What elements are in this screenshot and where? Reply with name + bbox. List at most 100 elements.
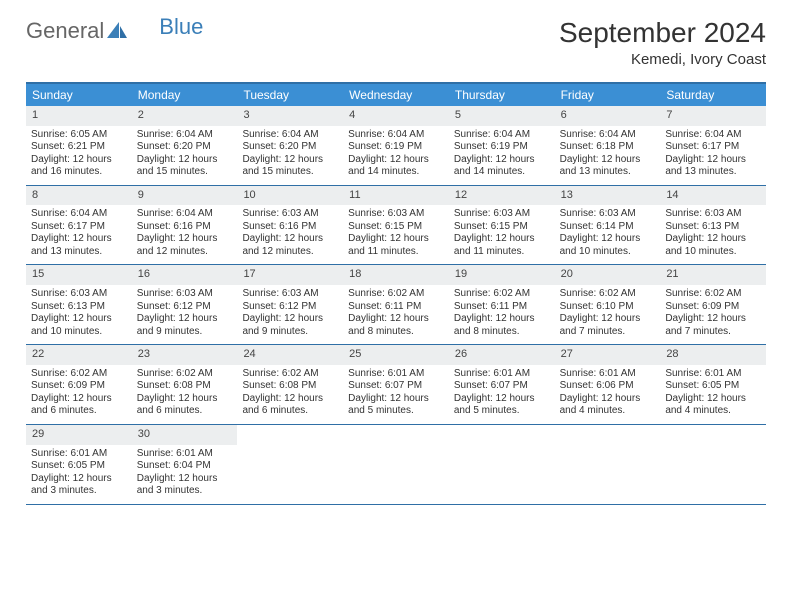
sunset-line: Sunset: 6:11 PM [348,301,444,314]
calendar-body: 1 Sunrise: 6:05 AMSunset: 6:21 PMDaylight… [26,106,766,505]
day-number: 9 [132,186,238,206]
weekday-header: Sunday [26,84,132,106]
location-label: Kemedi, Ivory Coast [559,51,766,68]
sunrise-line: Sunrise: 6:02 AM [454,288,550,301]
daylight-line: Daylight: 12 hours and 7 minutes. [560,313,656,338]
day-details: Sunrise: 6:03 AMSunset: 6:15 PMDaylight:… [348,208,444,258]
sunset-line: Sunset: 6:17 PM [665,141,761,154]
sunrise-line: Sunrise: 6:04 AM [242,129,338,142]
day-details: Sunrise: 6:05 AMSunset: 6:21 PMDaylight:… [31,129,127,179]
day-details: Sunrise: 6:03 AMSunset: 6:16 PMDaylight:… [242,208,338,258]
daylight-line: Daylight: 12 hours and 6 minutes. [31,393,127,418]
sunset-line: Sunset: 6:16 PM [242,221,338,234]
sunrise-line: Sunrise: 6:04 AM [31,208,127,221]
calendar-day-cell: 13Sunrise: 6:03 AMSunset: 6:14 PMDayligh… [555,186,661,265]
sunset-line: Sunset: 6:09 PM [665,301,761,314]
day-number: 21 [660,265,766,285]
sunrise-line: Sunrise: 6:03 AM [560,208,656,221]
sunset-line: Sunset: 6:05 PM [31,460,127,473]
daylight-line: Daylight: 12 hours and 10 minutes. [665,233,761,258]
calendar-day-cell: 14Sunrise: 6:03 AMSunset: 6:13 PMDayligh… [660,186,766,265]
calendar: SundayMondayTuesdayWednesdayThursdayFrid… [26,82,766,505]
sunset-line: Sunset: 6:10 PM [560,301,656,314]
sunrise-line: Sunrise: 6:02 AM [137,368,233,381]
daylight-line: Daylight: 12 hours and 5 minutes. [348,393,444,418]
day-details: Sunrise: 6:03 AMSunset: 6:12 PMDaylight:… [242,288,338,338]
sunrise-line: Sunrise: 6:04 AM [454,129,550,142]
calendar-day-cell: 28Sunrise: 6:01 AMSunset: 6:05 PMDayligh… [660,345,766,424]
day-number: 1 [26,106,132,126]
day-number: 26 [449,345,555,365]
calendar-day-cell: 12Sunrise: 6:03 AMSunset: 6:15 PMDayligh… [449,186,555,265]
day-number: 6 [555,106,661,126]
day-details: Sunrise: 6:04 AMSunset: 6:17 PMDaylight:… [665,129,761,179]
day-number: 28 [660,345,766,365]
sunset-line: Sunset: 6:07 PM [454,380,550,393]
sunrise-line: Sunrise: 6:04 AM [137,208,233,221]
sunrise-line: Sunrise: 6:02 AM [560,288,656,301]
sunset-line: Sunset: 6:15 PM [348,221,444,234]
day-number: 15 [26,265,132,285]
daylight-line: Daylight: 12 hours and 11 minutes. [348,233,444,258]
calendar-day-cell: 23Sunrise: 6:02 AMSunset: 6:08 PMDayligh… [132,345,238,424]
calendar-day-cell: 26 Sunrise: 6:01 AMSunset: 6:07 PMDayligh… [449,345,555,424]
daylight-line: Daylight: 12 hours and 5 minutes. [454,393,550,418]
sunset-line: Sunset: 6:06 PM [560,380,656,393]
daylight-line: Daylight: 12 hours and 14 minutes. [348,154,444,179]
sunrise-line: Sunrise: 6:04 AM [665,129,761,142]
day-details: Sunrise: 6:03 AMSunset: 6:14 PMDaylight:… [560,208,656,258]
calendar-week-row: 29Sunrise: 6:01 AMSunset: 6:05 PMDayligh… [26,425,766,505]
brand-text-blue: Blue [159,16,203,38]
sunrise-line: Sunrise: 6:03 AM [454,208,550,221]
calendar-day-cell: 19Sunrise: 6:02 AMSunset: 6:11 PMDayligh… [449,265,555,344]
calendar-day-cell: 25Sunrise: 6:01 AMSunset: 6:07 PMDayligh… [343,345,449,424]
daylight-line: Daylight: 12 hours and 3 minutes. [31,473,127,498]
day-details: Sunrise: 6:04 AMSunset: 6:17 PMDaylight:… [31,208,127,258]
day-details: Sunrise: 6:03 AMSunset: 6:12 PMDaylight:… [137,288,233,338]
day-number: 3 [237,106,343,126]
calendar-week-row: 1 Sunrise: 6:05 AMSunset: 6:21 PMDaylight… [26,106,766,186]
daylight-line: Daylight: 12 hours and 4 minutes. [560,393,656,418]
calendar-day-cell: 2Sunrise: 6:04 AMSunset: 6:20 PMDaylight… [132,106,238,185]
sunrise-line: Sunrise: 6:04 AM [348,129,444,142]
day-number: 16 [132,265,238,285]
daylight-line: Daylight: 12 hours and 9 minutes. [242,313,338,338]
day-number: 29 [26,425,132,445]
daylight-line: Daylight: 12 hours and 12 minutes. [242,233,338,258]
day-number: 10 [237,186,343,206]
calendar-day-cell: 17Sunrise: 6:03 AMSunset: 6:12 PMDayligh… [237,265,343,344]
weekday-header: Monday [132,84,238,106]
sunset-line: Sunset: 6:05 PM [665,380,761,393]
day-details: Sunrise: 6:01 AMSunset: 6:07 PMDaylight:… [454,368,550,418]
day-details: Sunrise: 6:03 AMSunset: 6:15 PMDaylight:… [454,208,550,258]
daylight-line: Daylight: 12 hours and 10 minutes. [31,313,127,338]
calendar-day-cell: 22Sunrise: 6:02 AMSunset: 6:09 PMDayligh… [26,345,132,424]
sunrise-line: Sunrise: 6:03 AM [665,208,761,221]
sunrise-line: Sunrise: 6:04 AM [560,129,656,142]
day-details: Sunrise: 6:01 AMSunset: 6:07 PMDaylight:… [348,368,444,418]
daylight-line: Daylight: 12 hours and 4 minutes. [665,393,761,418]
sunset-line: Sunset: 6:08 PM [137,380,233,393]
day-details: Sunrise: 6:02 AMSunset: 6:09 PMDaylight:… [665,288,761,338]
calendar-week-row: 22Sunrise: 6:02 AMSunset: 6:09 PMDayligh… [26,345,766,425]
day-details: Sunrise: 6:01 AMSunset: 6:04 PMDaylight:… [137,448,233,498]
sunset-line: Sunset: 6:20 PM [242,141,338,154]
sunrise-line: Sunrise: 6:03 AM [137,288,233,301]
calendar-day-cell: 6Sunrise: 6:04 AMSunset: 6:18 PMDaylight… [555,106,661,185]
calendar-day-cell: 8Sunrise: 6:04 AMSunset: 6:17 PMDaylight… [26,186,132,265]
day-details: Sunrise: 6:01 AMSunset: 6:06 PMDaylight:… [560,368,656,418]
day-details: Sunrise: 6:04 AMSunset: 6:19 PMDaylight:… [348,129,444,179]
calendar-day-cell: . [237,425,343,504]
sunrise-line: Sunrise: 6:01 AM [348,368,444,381]
sunset-line: Sunset: 6:13 PM [665,221,761,234]
daylight-line: Daylight: 12 hours and 8 minutes. [454,313,550,338]
daylight-line: Daylight: 12 hours and 10 minutes. [560,233,656,258]
header-right: September 2024 Kemedi, Ivory Coast [559,18,766,68]
weekday-header: Thursday [449,84,555,106]
daylight-line: Daylight: 12 hours and 13 minutes. [31,233,127,258]
daylight-line: Daylight: 12 hours and 16 minutes. [31,154,127,179]
calendar-day-cell: 24Sunrise: 6:02 AMSunset: 6:08 PMDayligh… [237,345,343,424]
header: General Blue September 2024 Kemedi, Ivor… [26,18,766,68]
sunrise-line: Sunrise: 6:03 AM [348,208,444,221]
sunrise-line: Sunrise: 6:03 AM [242,208,338,221]
